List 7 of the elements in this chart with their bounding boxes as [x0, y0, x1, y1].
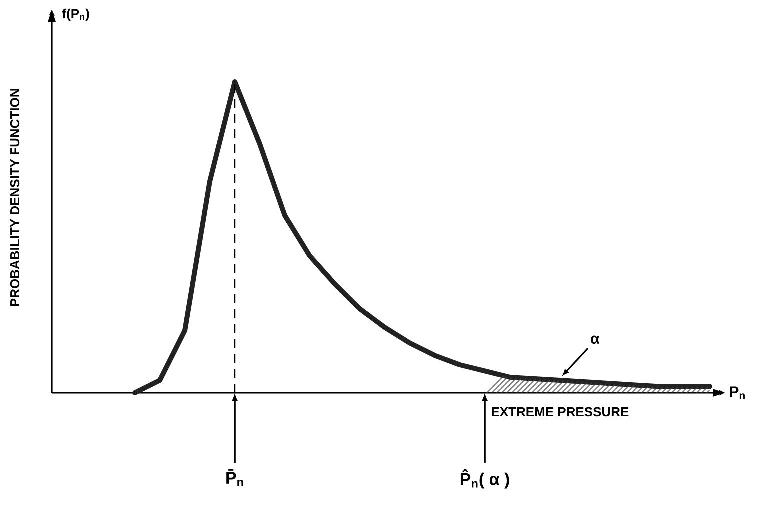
x-axis-title: P$_{n}$: [730, 386, 745, 400]
text: P̄$_{n}$: [226, 470, 244, 486]
text: f(P$_{n}$): [62, 8, 90, 22]
text: P̂$_{n}$( α ): [460, 470, 510, 489]
text: PROBABILITY DENSITY FUNCTION: [10, 89, 20, 306]
annotation: α: [591, 336, 600, 344]
text: EXTREME PRESSURE: [492, 407, 629, 417]
